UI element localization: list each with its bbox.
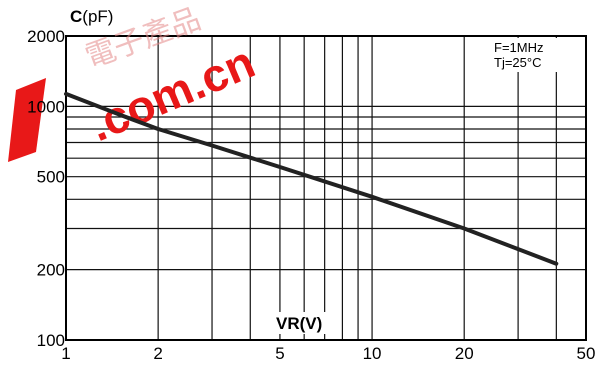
annotation-background (488, 38, 560, 72)
capacitance-curve (64, 91, 559, 266)
y-tick-label: 2000 (27, 27, 65, 46)
y-tick-labels: 100 200 500 1000 2000 (27, 27, 65, 350)
x-tick-label: 1 (61, 344, 70, 363)
x-tick-label: 20 (455, 344, 474, 363)
annotation-frequency: F=1MHz (494, 40, 543, 55)
series-layer (64, 91, 559, 266)
watermark-red-slash (8, 78, 46, 162)
x-axis-title-background (274, 312, 334, 334)
x-tick-label: 5 (275, 344, 284, 363)
plot-frame (65, 35, 587, 341)
x-tick-label: 10 (363, 344, 382, 363)
x-tick-label: 50 (577, 344, 596, 363)
annotation-temperature: Tj=25°C (494, 55, 541, 70)
y-tick-label: 1000 (27, 97, 65, 116)
y-tick-label: 200 (37, 261, 65, 280)
y-axis-title: C(pF) (70, 7, 113, 26)
x-tick-label: 2 (153, 344, 162, 363)
grid-lines (66, 36, 586, 340)
y-tick-label: 100 (37, 331, 65, 350)
plot-border (65, 35, 587, 341)
y-axis-title-unit: (pF) (82, 7, 113, 26)
y-axis-title-main: C (70, 7, 82, 26)
watermark: 電子產品 .com.cn (8, 2, 262, 162)
y-tick-label: 500 (37, 168, 65, 187)
x-axis-title: VR(V) (276, 314, 322, 333)
x-tick-labels: 1 2 5 10 20 50 (61, 344, 595, 363)
